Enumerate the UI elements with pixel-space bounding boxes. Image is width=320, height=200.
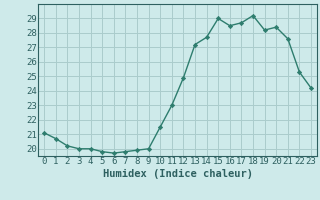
X-axis label: Humidex (Indice chaleur): Humidex (Indice chaleur) [103, 169, 252, 179]
